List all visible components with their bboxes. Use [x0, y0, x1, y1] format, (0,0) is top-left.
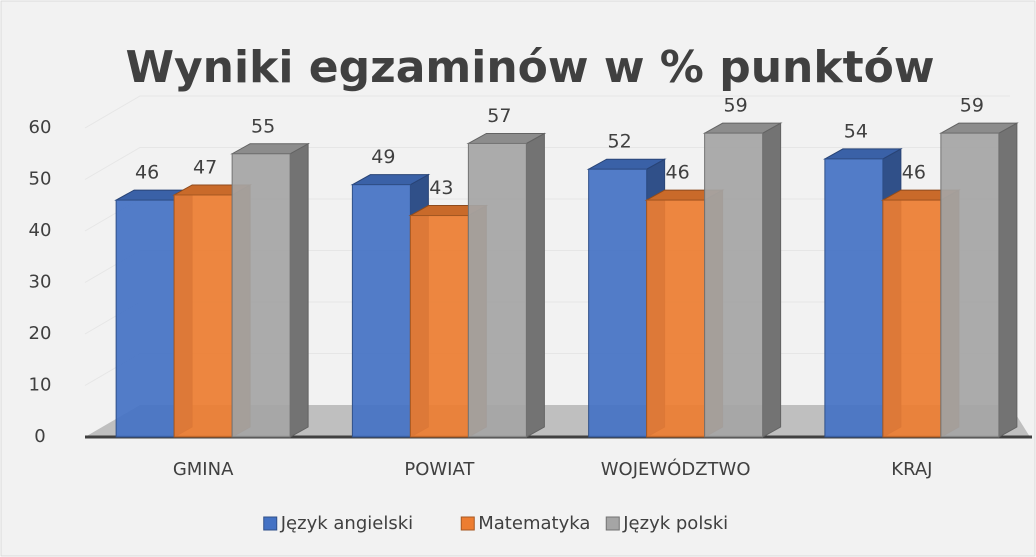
bar-front — [824, 158, 884, 438]
y-tick-label: 10 — [29, 375, 52, 396]
legend-label: Język polski — [622, 513, 728, 534]
grid-line — [84, 95, 1010, 129]
data-label: 46 — [135, 162, 159, 184]
legend-swatch — [605, 516, 620, 531]
bar-side — [525, 132, 545, 438]
x-tick-label: WOJEWÓDZTWO — [601, 458, 751, 480]
data-label: 54 — [844, 120, 868, 142]
bar-side — [289, 142, 309, 438]
x-tick-label: KRAJ — [891, 459, 932, 480]
bar-front — [467, 142, 527, 438]
data-label: 59 — [960, 95, 984, 117]
legend-swatch — [460, 516, 475, 531]
bar-front — [409, 215, 469, 438]
data-label: 55 — [251, 115, 275, 137]
data-label: 46 — [666, 162, 690, 184]
legend-label: Język angielski — [280, 513, 413, 534]
bar — [466, 132, 547, 438]
y-tick-label: 30 — [29, 272, 52, 293]
floor — [85, 405, 1030, 437]
y-tick-label: 50 — [29, 169, 52, 190]
data-label: 43 — [429, 177, 453, 199]
bar-front — [704, 132, 764, 438]
data-label: 52 — [608, 131, 632, 153]
bar-front — [588, 168, 648, 438]
y-tick-label: 60 — [29, 117, 52, 138]
legend-label: Matematyka — [478, 513, 590, 534]
x-tick-label: POWIAT — [404, 459, 475, 480]
legend-swatch — [263, 516, 278, 531]
y-tick-label: 20 — [29, 323, 52, 344]
bar-front — [882, 199, 942, 438]
bar-side — [998, 122, 1018, 438]
bar-front — [940, 132, 1000, 438]
bar — [938, 122, 1019, 438]
bar-front — [231, 153, 291, 438]
data-label: 59 — [724, 95, 748, 117]
data-label: 47 — [193, 156, 217, 178]
y-tick-label: 0 — [34, 426, 45, 447]
bar-front — [646, 199, 706, 438]
y-tick-label: 40 — [29, 220, 52, 241]
bar-front — [351, 184, 411, 438]
bar — [702, 122, 783, 438]
bar-front — [173, 194, 233, 438]
data-label: 49 — [371, 146, 395, 168]
bar-side — [762, 122, 782, 438]
bar — [230, 142, 311, 438]
data-label: 46 — [902, 162, 926, 184]
bar-front — [115, 199, 175, 438]
x-tick-label: GMINA — [173, 459, 234, 480]
chart-title: Wyniki egzaminów w % punktów — [125, 42, 934, 93]
data-label: 57 — [487, 105, 511, 127]
